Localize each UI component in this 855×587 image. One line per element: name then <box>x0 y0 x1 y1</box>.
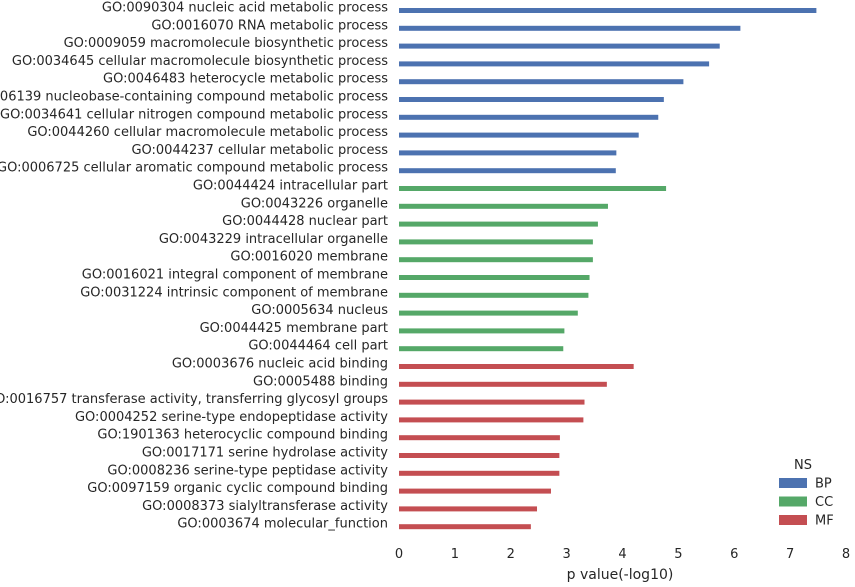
bar <box>399 168 616 174</box>
category-label: GO:1901363 heterocyclic compound binding <box>97 428 388 443</box>
category-label: GO:0034641 cellular nitrogen compound me… <box>0 107 388 122</box>
bar <box>399 275 590 280</box>
bar <box>399 506 538 512</box>
x-axis-ticks: 0 1 2 3 4 5 6 7 8 <box>395 547 850 562</box>
x-tick-label: 2 <box>507 547 515 562</box>
bar <box>399 150 617 156</box>
bar <box>399 257 593 263</box>
legend-title: NS <box>794 458 812 473</box>
bar <box>399 417 584 423</box>
x-tick-label: 1 <box>451 547 459 562</box>
x-tick-label: 7 <box>786 547 794 562</box>
bar <box>399 132 639 138</box>
category-label: GO:0044424 intracellular part <box>193 179 388 194</box>
category-label: GO:0016757 transferase activity, transfe… <box>0 392 388 407</box>
x-tick-label: 0 <box>395 547 403 562</box>
bar <box>399 381 607 387</box>
bar <box>399 399 585 405</box>
legend-label: CC <box>815 495 833 510</box>
category-label: GO:0017171 serine hydrolase activity <box>142 446 388 461</box>
bar <box>399 97 664 102</box>
legend-swatch <box>779 478 807 488</box>
x-tick-label: 4 <box>618 547 626 562</box>
category-label: GO:0004252 serine-type endopeptidase act… <box>75 410 388 425</box>
bar <box>399 186 667 191</box>
category-label: GO:0046483 heterocycle metabolic process <box>103 72 388 87</box>
category-labels: GO:0090304 nucleic acid metabolic proces… <box>0 1 388 532</box>
bar <box>399 364 634 369</box>
bar <box>399 61 710 67</box>
bar <box>399 8 817 13</box>
bar <box>399 25 741 31</box>
category-label: GO:0005634 nucleus <box>251 303 388 318</box>
category-label: GO:0009059 macromolecule biosynthetic pr… <box>64 36 389 51</box>
bar <box>399 79 684 85</box>
bar <box>399 114 659 120</box>
bar <box>399 203 608 209</box>
category-label: GO:0006139 nucleobase-containing compoun… <box>0 90 388 105</box>
category-label: GO:0044464 cell part <box>248 339 388 354</box>
category-label: GO:0044260 cellular macromolecule metabo… <box>27 125 388 140</box>
category-label: GO:0006725 cellular aromatic compound me… <box>0 161 388 176</box>
bar <box>399 328 565 334</box>
category-label: GO:0090304 nucleic acid metabolic proces… <box>102 1 388 16</box>
category-label: GO:0016021 integral component of membran… <box>82 268 388 283</box>
legend: NS BP CC MF <box>779 458 834 529</box>
bar <box>399 346 564 352</box>
category-label: GO:0097159 organic cyclic compound bindi… <box>87 481 388 496</box>
legend-label: BP <box>815 477 832 492</box>
category-label: GO:0044425 membrane part <box>200 321 388 336</box>
bar <box>399 470 560 476</box>
category-label: GO:0016070 RNA metabolic process <box>151 18 388 33</box>
x-tick-label: 3 <box>562 547 570 562</box>
x-tick-label: 5 <box>674 547 682 562</box>
category-label: GO:0043229 intracellular organelle <box>159 232 388 247</box>
bar <box>399 435 560 441</box>
bar <box>399 524 531 530</box>
category-label: GO:0016020 membrane <box>230 250 388 265</box>
bar <box>399 488 551 494</box>
legend-swatch <box>779 515 807 525</box>
category-label: GO:0031224 intrinsic component of membra… <box>80 285 388 300</box>
x-tick-label: 6 <box>730 547 738 562</box>
bars-group <box>399 8 817 530</box>
category-label: GO:0008373 sialyltransferase activity <box>142 499 388 514</box>
category-label: GO:0034645 cellular macromolecule biosyn… <box>12 54 388 69</box>
bar <box>399 239 593 245</box>
bar <box>399 43 720 49</box>
bar <box>399 221 598 227</box>
category-label: GO:0003676 nucleic acid binding <box>172 357 388 372</box>
legend-label: MF <box>815 514 834 529</box>
bar <box>399 310 578 316</box>
legend-swatch <box>779 496 807 507</box>
x-tick-label: 8 <box>842 547 850 562</box>
category-label: GO:0003674 molecular_function <box>177 517 388 532</box>
category-label: GO:0044237 cellular metabolic process <box>131 143 388 158</box>
category-label: GO:0043226 organelle <box>241 196 388 211</box>
bar <box>399 292 589 298</box>
category-label: GO:0044428 nuclear part <box>222 214 388 229</box>
category-label: GO:0008236 serine-type peptidase activit… <box>107 463 388 478</box>
x-axis-label: p value(-log10) <box>567 567 674 583</box>
category-label: GO:0005488 binding <box>253 374 388 389</box>
bar <box>399 453 560 458</box>
